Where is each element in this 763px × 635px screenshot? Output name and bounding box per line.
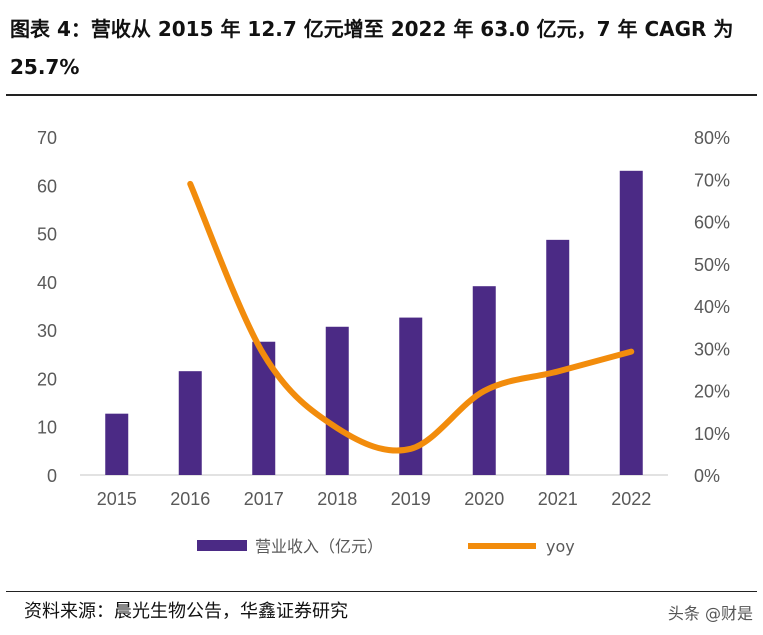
- left-tick-label: 40: [37, 273, 57, 293]
- chart-title: 图表 4：营收从 2015 年 12.7 亿元增至 2022 年 63.0 亿元…: [10, 17, 734, 79]
- bar-2019: [399, 317, 423, 475]
- x-tick-label: 2016: [170, 489, 210, 509]
- left-tick-label: 0: [47, 466, 57, 486]
- x-tick-label: 2015: [97, 489, 137, 509]
- bar-2015: [105, 413, 129, 475]
- legend-bar-swatch: [197, 540, 247, 551]
- right-tick-label: 80%: [694, 128, 730, 148]
- right-tick-label: 30%: [694, 339, 730, 359]
- left-tick-label: 60: [37, 176, 57, 196]
- legend-yoy-label: yoy: [546, 537, 575, 556]
- bar-2017: [252, 341, 276, 475]
- left-tick-label: 70: [37, 128, 57, 148]
- yoy-point-2017: [263, 354, 265, 356]
- footer-divider: [6, 591, 757, 592]
- x-tick-label: 2019: [391, 489, 431, 509]
- x-tick-label: 2020: [464, 489, 504, 509]
- right-tick-label: 20%: [694, 382, 730, 402]
- right-tick-label: 40%: [694, 297, 730, 317]
- left-tick-label: 50: [37, 225, 57, 245]
- x-tick-label: 2022: [611, 489, 651, 509]
- yoy-point-2021: [557, 370, 559, 372]
- yoy-point-2016: [189, 183, 191, 185]
- right-tick-label: 70%: [694, 170, 730, 190]
- bar-2018: [325, 326, 349, 475]
- source-note: 资料来源：晨光生物公告，华鑫证券研究: [24, 601, 348, 622]
- left-tick-label: 20: [37, 369, 57, 389]
- title-divider: [6, 94, 757, 96]
- left-tick-label: 30: [37, 321, 57, 341]
- bar-2021: [546, 239, 570, 475]
- right-tick-label: 10%: [694, 424, 730, 444]
- left-tick-label: 10: [37, 418, 57, 438]
- right-tick-label: 50%: [694, 255, 730, 275]
- bar-2016: [178, 371, 202, 475]
- yoy-line: [187, 180, 635, 454]
- legend-bar-label: 营业收入（亿元）: [255, 537, 383, 556]
- yoy-point-2022: [630, 351, 632, 353]
- bar-2022: [619, 170, 643, 476]
- revenue-chart: 0 10 20 30 40 50 60 70 0% 10% 20% 30% 40% 50% 60% 70% 8…: [37, 128, 730, 556]
- yoy-point-2019: [410, 448, 412, 450]
- right-tick-label: 0%: [694, 466, 720, 486]
- right-tick-label: 60%: [694, 213, 730, 233]
- watermark: 头条 @财是: [667, 604, 753, 623]
- yoy-point-2018: [336, 427, 338, 429]
- yoy-point-2020: [483, 390, 485, 392]
- x-tick-label: 2017: [244, 489, 284, 509]
- bar-2020: [472, 286, 496, 475]
- x-tick-label: 2021: [538, 489, 578, 509]
- x-tick-label: 2018: [317, 489, 357, 509]
